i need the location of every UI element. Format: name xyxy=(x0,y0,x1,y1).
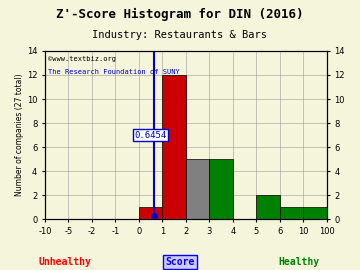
Bar xyxy=(303,207,327,220)
Bar xyxy=(256,195,280,220)
Bar xyxy=(162,75,186,220)
Text: Industry: Restaurants & Bars: Industry: Restaurants & Bars xyxy=(93,30,267,40)
Text: Unhealthy: Unhealthy xyxy=(39,257,91,267)
Text: 0.6454: 0.6454 xyxy=(134,131,166,140)
Y-axis label: Number of companies (27 total): Number of companies (27 total) xyxy=(15,74,24,197)
Text: Score: Score xyxy=(165,257,195,267)
Bar xyxy=(186,159,210,220)
Text: The Research Foundation of SUNY: The Research Foundation of SUNY xyxy=(48,69,180,75)
Bar xyxy=(210,159,233,220)
Bar xyxy=(280,207,303,220)
Bar xyxy=(139,207,162,220)
Text: Z'-Score Histogram for DIN (2016): Z'-Score Histogram for DIN (2016) xyxy=(56,8,304,21)
Text: Healthy: Healthy xyxy=(278,257,319,267)
Text: ©www.textbiz.org: ©www.textbiz.org xyxy=(48,56,116,62)
